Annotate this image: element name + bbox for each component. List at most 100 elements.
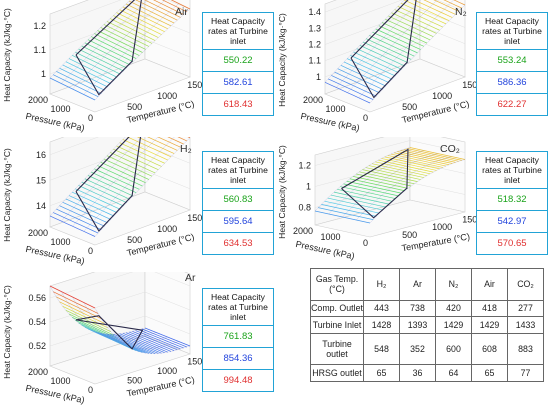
header-cell: H₂ [363, 268, 400, 301]
cell: 65 [363, 364, 400, 382]
plot-title: Ar [185, 272, 196, 284]
surface-line [126, 137, 172, 158]
surface-line [103, 158, 149, 180]
surface-line [110, 333, 156, 354]
surface-line [72, 296, 168, 345]
surface-line [167, 137, 184, 145]
z-axis-label: Heat Capacity (kJ/kg·°C) [2, 8, 12, 102]
surface-line [347, 58, 393, 80]
cell: 64 [435, 364, 472, 382]
heat-capacity-box-n2: Heat Capacity rates at Turbine inlet 553… [476, 12, 548, 116]
surface-line [116, 145, 162, 167]
surface-line [391, 12, 437, 34]
surface-line [94, 307, 191, 354]
surface-line [406, 148, 462, 161]
surface-line [129, 331, 175, 352]
z-tick-label: 1 [316, 72, 321, 82]
z-tick-label: 1.4 [308, 7, 321, 17]
panel-air: 1.2 1.1 1 Heat Capacity (kJ/kg·°C) 2000 1000 0… [0, 0, 275, 140]
value-high: 570.65 [497, 237, 527, 249]
surface-plot-ar: 0.56 0.54 0.52 Heat Capacity (kJ/kg·°C) 2000… [2, 272, 205, 405]
surface-plot-n2: 1.4 1.3 1.2 1.1 1 Heat Capacity (kJ/kg·°C) 200… [277, 0, 480, 133]
panel-co2: 1.2 1 0.8 Heat Capacity (kJ/kg·°C) 2000 1000 0… [275, 137, 550, 272]
surface-line [136, 137, 175, 154]
temperature-tick-label: 1500 [462, 214, 480, 224]
cell: 77 [507, 364, 544, 382]
surface-line [106, 21, 153, 44]
surface-line [400, 150, 456, 163]
z-tick-label: 1 [41, 69, 46, 79]
z-tick-label: 1.3 [308, 23, 321, 33]
header-cell: Gas Temp. (°C) [310, 268, 364, 301]
surface-line [349, 178, 405, 192]
plot-title: H₂ [180, 143, 192, 155]
z-tick-label: 0.56 [28, 293, 46, 303]
surface-line [49, 137, 126, 217]
heat-capacity-box-air: Heat Capacity rates at Turbine inlet 550… [202, 12, 274, 116]
surface-line [144, 327, 191, 347]
box-header: Heat Capacity rates at Turbine inlet [203, 289, 273, 326]
cell: 1428 [363, 316, 400, 334]
z-gridline [314, 140, 466, 166]
surface-line [453, 0, 466, 6]
surface-line [362, 169, 418, 182]
surface-line [362, 41, 409, 64]
floor-plane [314, 199, 466, 238]
surface-line [321, 204, 377, 217]
cell: 352 [399, 332, 436, 366]
value-mid: 595.64 [203, 211, 273, 233]
value-low: 518.32 [477, 189, 547, 211]
value-mid: 542.97 [477, 211, 547, 233]
z-gridline [49, 291, 191, 323]
surface-line [403, 148, 459, 162]
surface-line [72, 0, 166, 90]
surface-line [328, 78, 374, 100]
surface-line [78, 185, 124, 207]
cycle-path [350, 0, 417, 99]
temperature-tick-label: 1000 [432, 91, 452, 101]
surface-line [68, 58, 115, 81]
cycle-path [75, 0, 142, 96]
surface-line [94, 137, 191, 237]
z-tick-label: 0.8 [298, 203, 311, 213]
surface-line [49, 77, 96, 101]
table-row: Comp. Outlet 443 738 420 418 277 [310, 299, 544, 318]
surface-line [369, 4, 466, 104]
surface-line [97, 332, 143, 353]
surface-line [343, 183, 399, 197]
panel-h2: 16 15 14 Heat Capacity (kJ/kg·°C) 2000 1000 0 P… [0, 137, 275, 272]
surface-line [122, 139, 168, 161]
heat-capacity-box-h2: Heat Capacity rates at Turbine inlet 560… [202, 151, 274, 255]
surface-line [443, 0, 462, 9]
surface-line [72, 137, 159, 227]
z-tick-label: 1.2 [33, 21, 46, 31]
table-row: HRSG outlet 65 36 64 65 77 [310, 364, 544, 382]
surface-line [106, 155, 153, 177]
row-label: Turbine Inlet [310, 316, 364, 334]
surface-line [340, 65, 386, 87]
surface-line [423, 0, 456, 15]
surface-line [83, 137, 175, 232]
cell: 420 [435, 299, 472, 318]
z-gridline [324, 9, 466, 45]
surface-line [384, 156, 440, 170]
surface-line [113, 15, 159, 38]
surface-line [91, 36, 137, 59]
surface-line [342, 153, 438, 218]
surface-line [65, 198, 111, 220]
surface-line [138, 329, 184, 349]
surface-line [72, 191, 118, 214]
temperature-tick-label: 500 [127, 376, 142, 386]
panel-ar: 0.56 0.54 0.52 Heat Capacity (kJ/kg·°C) 2000… [0, 272, 300, 413]
surface-line [116, 12, 162, 35]
z-tick-label: 1.2 [298, 161, 311, 171]
temperature-tick-label: 1000 [432, 222, 452, 232]
pressure-tick-label: 1000 [320, 232, 340, 242]
surface-line [352, 176, 409, 189]
pressure-tick-label: 0 [363, 238, 368, 248]
surface-line [91, 171, 137, 193]
surface-line [135, 0, 178, 21]
pressure-tick-label: 1000 [50, 237, 70, 247]
header-cell: CO₂ [507, 268, 544, 301]
